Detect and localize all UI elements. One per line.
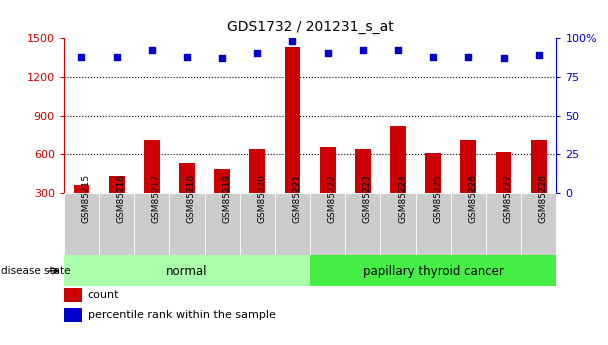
Bar [109,176,125,232]
Bar [64,288,81,302]
Point [112,54,122,59]
Text: GSM85218: GSM85218 [187,174,196,223]
Bar [99,193,134,255]
Text: GSM85227: GSM85227 [503,174,513,223]
Text: disease state: disease state [1,266,71,276]
Text: percentile rank within the sample: percentile rank within the sample [88,310,275,320]
Point [217,55,227,61]
Bar [310,193,345,255]
Bar [285,47,300,232]
Bar [240,193,275,255]
Bar [64,193,99,255]
Point [77,54,86,59]
Bar [531,140,547,232]
Text: GSM85223: GSM85223 [363,174,372,223]
Point [358,48,368,53]
Bar [144,140,160,232]
Point [499,55,508,61]
Text: GSM85228: GSM85228 [539,174,548,223]
Bar [496,152,511,232]
Bar [460,140,476,232]
Text: GSM85217: GSM85217 [152,174,161,223]
Bar [214,169,230,232]
Text: GSM85224: GSM85224 [398,174,407,223]
Bar [74,186,89,232]
Text: GSM85226: GSM85226 [468,174,477,223]
Bar [134,193,170,255]
Point [463,54,473,59]
Bar [179,164,195,232]
Text: GSM85215: GSM85215 [81,174,91,223]
Bar [486,193,521,255]
Point [393,48,403,53]
Bar [320,147,336,232]
Bar [64,308,81,322]
Bar [310,255,556,286]
Bar [521,193,556,255]
Text: papillary thyroid cancer: papillary thyroid cancer [363,265,503,278]
Bar [416,193,451,255]
Bar [390,126,406,232]
Point [428,54,438,59]
Point [182,54,192,59]
Bar [249,149,265,232]
Text: GSM85225: GSM85225 [433,174,442,223]
Point [147,48,157,53]
Text: GSM85216: GSM85216 [117,174,126,223]
Bar [275,193,310,255]
Point [252,51,262,56]
Text: GSM85219: GSM85219 [222,174,231,223]
Bar [345,193,381,255]
Bar [204,193,240,255]
Text: GSM85221: GSM85221 [292,174,302,223]
Bar [381,193,416,255]
Text: count: count [88,290,119,300]
Title: GDS1732 / 201231_s_at: GDS1732 / 201231_s_at [227,20,393,34]
Point [534,52,544,58]
Bar [355,149,371,232]
Point [323,51,333,56]
Point [288,38,297,44]
Bar [64,255,310,286]
Bar [170,193,204,255]
Text: GSM85220: GSM85220 [257,174,266,223]
Text: GSM85222: GSM85222 [328,174,337,223]
Bar [451,193,486,255]
Text: normal: normal [166,265,208,278]
Bar [425,153,441,232]
